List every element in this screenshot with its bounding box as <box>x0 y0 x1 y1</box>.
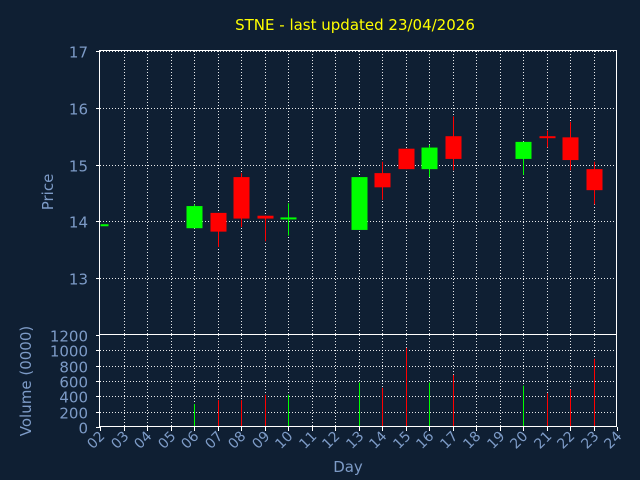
volume-series <box>194 348 595 427</box>
x-tick-label: 24 <box>601 428 625 452</box>
x-tick-label: 20 <box>507 429 531 453</box>
volume-tick-label: 0 <box>78 420 88 438</box>
candle-body <box>562 137 579 161</box>
x-tick-label: 05 <box>155 429 179 453</box>
x-tick-label: 07 <box>202 429 226 453</box>
candle <box>210 212 227 247</box>
x-tick-labels: 02 03 04 05 06 07 08 09 10 11 12 13 14 15 16 17 18 19 20 21… <box>84 427 625 452</box>
price-axis-label: Price <box>39 174 57 211</box>
candle <box>539 130 556 148</box>
candle-body <box>100 224 109 227</box>
candle <box>280 203 297 236</box>
volume-tick-label: 400 <box>59 389 88 407</box>
x-tick-label: 12 <box>319 429 343 453</box>
price-tick-label: 14 <box>69 214 88 232</box>
x-tick-label: 13 <box>343 429 367 453</box>
price-tick-label: 16 <box>69 101 88 119</box>
volume-panel-frame <box>99 334 617 427</box>
x-tick-label: 10 <box>272 429 296 453</box>
x-tick-label: 15 <box>390 429 414 453</box>
price-tick-label: 15 <box>69 158 88 176</box>
x-tick-label: 17 <box>437 429 461 453</box>
candle-body <box>186 206 203 229</box>
x-tick-label: 19 <box>484 429 508 453</box>
candle <box>374 161 391 200</box>
candle-body <box>586 169 603 191</box>
chart-title: STNE - last updated 23/04/2026 <box>235 16 475 34</box>
x-tick-label: 18 <box>460 429 484 453</box>
x-tick-label: 03 <box>108 429 132 453</box>
price-tick-labels: 13 14 15 16 17 <box>69 44 100 289</box>
price-tick-label: 17 <box>69 44 88 62</box>
price-tick-label: 13 <box>69 271 88 289</box>
x-tick-label: 14 <box>366 428 390 452</box>
x-tick-label: 09 <box>249 429 273 453</box>
candle <box>257 215 274 242</box>
x-axis-label: Day <box>333 458 363 476</box>
x-tick-label: 04 <box>131 428 155 452</box>
candle <box>186 204 203 229</box>
candle <box>445 116 462 171</box>
candle-body <box>515 141 532 159</box>
candle <box>351 177 368 230</box>
candle <box>562 122 579 171</box>
candle-body <box>374 173 391 188</box>
x-tick-label: 08 <box>225 429 249 453</box>
candle <box>398 148 415 170</box>
x-tick-label: 11 <box>296 429 320 453</box>
volume-gridlines <box>100 335 617 427</box>
x-tick-label: 22 <box>554 429 578 453</box>
candlestick-series <box>100 116 603 247</box>
price-gridlines <box>100 51 617 335</box>
x-tick-label: 21 <box>531 429 555 453</box>
candle-body <box>445 136 462 159</box>
x-tick-label: 06 <box>178 428 202 452</box>
candle <box>515 141 532 175</box>
volume-tick-label: 1000 <box>50 343 88 361</box>
candle-body <box>539 136 556 139</box>
volume-tick-label: 800 <box>59 359 88 377</box>
candle-body <box>398 148 415 170</box>
x-tick-label: 23 <box>578 429 602 453</box>
volume-tick-label: 600 <box>59 374 88 392</box>
volume-tick-label: 200 <box>59 405 88 423</box>
volume-axis-label: Volume (0000) <box>17 326 35 436</box>
candle-body <box>210 212 227 232</box>
candle-body <box>351 177 368 230</box>
candle-body <box>280 217 297 220</box>
candle <box>421 144 438 178</box>
candle-body <box>421 147 438 170</box>
volume-tick-label: 1200 <box>50 328 88 346</box>
x-tick-label: 16 <box>413 428 437 452</box>
candle <box>233 173 250 228</box>
candle <box>100 224 109 227</box>
candle-body <box>257 215 274 219</box>
candle <box>586 161 603 205</box>
candle-body <box>233 177 250 219</box>
